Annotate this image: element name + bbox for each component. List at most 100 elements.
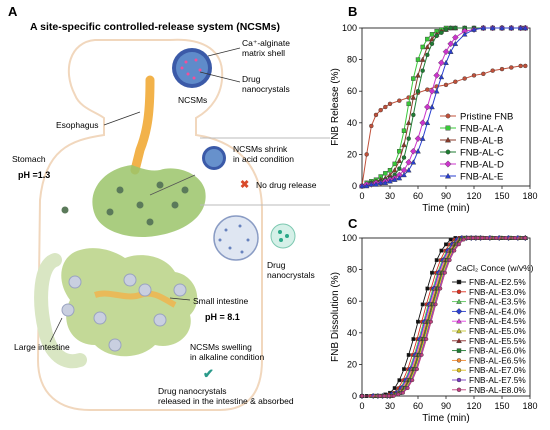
b-legend-label: Pristine FNB [460, 112, 513, 123]
drug-nano-right: Drug nanocrystals [267, 260, 315, 280]
b-data-point [415, 88, 421, 94]
b-data-point [387, 167, 393, 173]
b-data-point [443, 59, 449, 65]
drug-nano-right-2: nanocrystals [267, 270, 315, 280]
b-data-point [420, 68, 425, 73]
b-legend-label: FNB-AL-B [460, 136, 503, 147]
b-data-point [401, 155, 407, 160]
c-data-point [439, 248, 444, 253]
c-xtick-label: 30 [385, 401, 395, 411]
b-data-point [447, 48, 454, 54]
b-data-point [405, 119, 412, 126]
b-data-point [392, 161, 397, 167]
b-data-point [433, 72, 440, 79]
shrink-leader [149, 174, 196, 196]
c-legend-label: FNB-AL-E4.0% [469, 306, 526, 316]
intestine-particles [61, 273, 187, 352]
b-data-point [387, 101, 393, 107]
c-data-point [503, 236, 508, 240]
c-legend-marker [456, 298, 462, 304]
no-release-text: No drug release [256, 180, 317, 190]
b-data-point [415, 57, 421, 62]
c-data-point [387, 394, 391, 398]
c-legend: CaCl₂ Conce (w/v%)FNB-AL-E2.5%FNB-AL-E3.… [452, 263, 534, 395]
b-data-point [424, 103, 431, 111]
c-data-point [494, 236, 499, 240]
drug-label: Drug nanocrystals [242, 74, 290, 94]
b-data-point [415, 72, 421, 78]
stomach-particles [61, 181, 189, 226]
panel-letter-c: C [348, 216, 358, 231]
c-xlabel: Time (min) [422, 413, 469, 424]
drug-label-1: Drug [242, 74, 261, 84]
b-data-point [481, 71, 486, 77]
b-data-point [499, 25, 505, 31]
c-data-point [392, 386, 397, 390]
no-release-icon: ✖ [240, 179, 249, 191]
c-legend-label: FNB-AL-E8.0% [469, 385, 526, 395]
b-data-point [406, 136, 411, 141]
esophagus-label: Esophagus [56, 120, 99, 130]
b-data-point [424, 119, 431, 126]
c-xtick-label: 150 [494, 401, 509, 411]
b-data-point [419, 56, 426, 62]
swell-text-1: NCSMs swelling [190, 342, 252, 352]
b-data-point [373, 181, 379, 187]
b-legend-marker [444, 172, 452, 179]
c-data-point [447, 258, 452, 263]
c-legend-marker [456, 368, 462, 373]
b-data-point [443, 27, 449, 32]
c-xtick-label: 180 [522, 401, 537, 411]
large-intestine-shape [34, 253, 87, 369]
c-data-point [424, 337, 429, 342]
c-ytick-label: 80 [347, 265, 357, 275]
b-data-point [480, 25, 487, 31]
c-xtick-label: 60 [413, 401, 423, 411]
b-data-point [378, 107, 383, 113]
c-data-point [406, 353, 411, 357]
small-intestine-leader [169, 297, 191, 301]
intestine-ph: pH = 8.1 [205, 312, 240, 322]
c-data-point [429, 319, 433, 324]
b-data-point [443, 82, 449, 88]
released-text: Drug nanocrystals released in the intesti… [158, 386, 294, 406]
b-xtick-label: 150 [494, 191, 509, 201]
c-data-point [410, 378, 415, 383]
shell-leader [207, 47, 241, 57]
b-data-point [523, 63, 528, 69]
c-data-point [443, 270, 447, 275]
b-legend-label: FNB-AL-C [460, 148, 504, 159]
c-legend-marker [456, 337, 462, 343]
c-data-point [461, 237, 466, 242]
b-ytick-label: 40 [347, 118, 357, 128]
c-legend-marker [456, 279, 462, 285]
b-ytick-label: 20 [347, 149, 357, 159]
esophagus-shape [130, 75, 155, 175]
b-xtick-label: 120 [466, 191, 481, 201]
c-legend-marker [456, 387, 462, 392]
b-ytick-label: 60 [347, 86, 357, 96]
stomach-shape [92, 165, 206, 238]
c-data-point [523, 236, 528, 240]
c-data-point [434, 258, 439, 263]
b-data-point [489, 25, 496, 31]
c-data-point [397, 378, 402, 383]
c-data-point [382, 394, 387, 398]
shrunk-sphere [202, 146, 226, 170]
b-xtick-label: 60 [413, 191, 423, 201]
release-chart: 0 30 60 90 120 150 180 0 20 40 60 80 100 Time (min) FN… [330, 23, 538, 214]
c-legend-label: FNB-AL-E5.0% [469, 326, 526, 336]
schematic-panel: A A site-specific controlled-release sys… [8, 4, 330, 411]
released-text-2: released in the intestine & absorbed [158, 396, 294, 406]
ncsms-label: NCSMs [178, 95, 207, 105]
b-data-point [447, 40, 454, 48]
b-data-point [396, 157, 403, 163]
c-ylabel: FNB Dissolution (%) [330, 272, 341, 362]
b-data-point [363, 183, 370, 189]
c-data-point [425, 286, 430, 291]
c-legend-marker [456, 289, 462, 294]
drug-leader [199, 71, 241, 83]
b-data-point [490, 68, 495, 73]
c-xtick-label: 120 [466, 401, 481, 411]
b-data-point [369, 123, 374, 129]
